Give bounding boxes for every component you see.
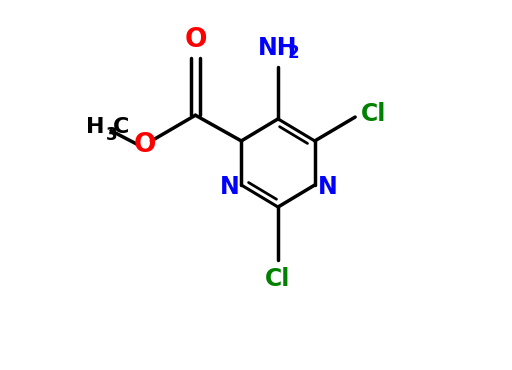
Text: 2: 2 xyxy=(288,44,300,62)
Text: H: H xyxy=(86,117,105,137)
Text: Cl: Cl xyxy=(360,102,386,126)
Text: 3: 3 xyxy=(105,127,117,144)
Text: O: O xyxy=(134,132,156,158)
Text: Cl: Cl xyxy=(265,266,291,290)
Text: N: N xyxy=(220,175,240,199)
Text: C: C xyxy=(113,117,129,137)
Text: N: N xyxy=(317,175,337,199)
Text: O: O xyxy=(184,27,207,53)
Text: NH: NH xyxy=(258,36,298,60)
